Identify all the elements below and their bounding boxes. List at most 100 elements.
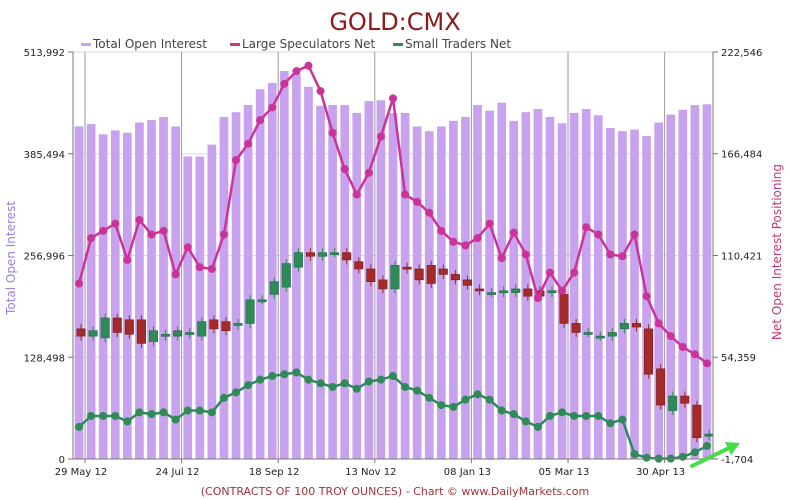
large-specs-point [376,132,385,141]
open-interest-bar [545,116,555,460]
open-interest-bar [618,131,627,459]
open-interest-bar [690,105,700,459]
candle-body [523,288,533,297]
small-traders-point [268,372,277,381]
small-traders-point [485,395,494,404]
large-specs-point [618,252,627,261]
large-specs-point [340,165,349,174]
candle-body [499,290,509,294]
candle-body [281,263,291,288]
open-interest-bar [654,122,664,459]
candle-body [88,330,98,337]
candle-body [487,292,497,295]
open-interest-bar [195,156,205,459]
open-interest-bar [497,102,507,459]
large-specs-point [558,286,567,295]
legend-small-traders: Small Traders Net [405,37,511,51]
open-interest-bar [219,116,229,460]
open-interest-bar [473,105,482,459]
open-interest-bar [328,105,337,459]
large-specs-point [461,241,470,250]
candle-body [559,294,569,324]
large-specs-point [630,230,639,239]
candle-body [595,335,605,339]
candle-body [402,266,412,270]
open-interest-bar [135,122,144,459]
small-traders-point [642,453,651,462]
candle-body [390,265,400,290]
small-traders-point [147,410,156,419]
small-traders-point [364,377,373,386]
large-specs-point [195,263,204,272]
candle-body [136,319,146,344]
small-traders-point [244,381,253,390]
right-tick-label: 166,484 [721,150,762,161]
right-tick-label: 110,421 [721,252,762,263]
open-interest-bar [171,126,180,459]
candle-body [571,323,581,333]
large-specs-point [389,94,397,103]
large-specs-point [678,343,687,352]
open-interest-bar [666,114,676,460]
small-traders-point [606,419,615,428]
price-candles [76,248,714,443]
small-traders-point [545,411,554,420]
large-specs-point [75,279,84,288]
left-tick-label: 256,996 [24,252,65,263]
x-tick-label: 29 May 12 [55,467,107,478]
small-traders-point [123,417,132,426]
small-traders-point [75,422,84,431]
left-tick-label: 0 [59,455,65,466]
candle-body [76,328,86,337]
candle-body [124,319,134,335]
large-specs-point [232,156,241,165]
large-specs-point [183,243,192,252]
open-interest-bar [702,104,712,459]
x-tick-label: 18 Sep 12 [249,467,300,478]
small-traders-point [352,384,361,393]
legend-swatch-large-specs [230,43,240,46]
small-traders-point [473,390,482,399]
x-tick-label: 30 Apr 13 [636,467,685,478]
large-specs-point [642,292,651,301]
large-specs-point [497,254,506,263]
trend-arrow-icon [690,442,740,468]
x-tick-label: 24 Jul 12 [156,467,200,478]
open-interest-bar [207,144,217,459]
candle-body [318,252,328,257]
open-interest-bar [255,89,265,459]
candle-body [450,274,460,281]
open-interest-bar [231,112,241,460]
large-specs-point [509,228,518,237]
candle-body [438,268,448,275]
small-traders-point [316,379,325,388]
candle-body [245,299,255,324]
small-traders-point [618,415,627,424]
open-interest-bar [412,126,422,459]
candle-body [221,321,231,331]
candle-body [342,252,352,261]
large-specs-point [244,139,253,148]
legend-open-interest: Total Open Interest [92,37,207,51]
open-interest-bar [243,105,253,459]
candle-body [704,433,714,437]
candle-body [607,332,617,337]
open-interest-bar [122,132,132,459]
open-interest-bar [569,112,579,460]
small-traders-point [558,408,567,417]
candle-body [475,288,485,292]
left-tick-label: 385,494 [24,150,65,161]
large-specs-point [690,350,699,359]
small-traders-point [594,411,603,420]
open-interest-bar [533,109,543,459]
open-interest-bar [521,112,531,460]
candle-body [378,279,388,290]
candle-body [233,323,243,326]
large-specs-point [473,234,482,243]
open-interest-bar [352,112,362,460]
candle-body [692,404,702,439]
candle-body [257,299,267,303]
large-specs-point [304,61,313,70]
large-specs-point [316,87,325,96]
open-interest-bar [304,86,313,460]
